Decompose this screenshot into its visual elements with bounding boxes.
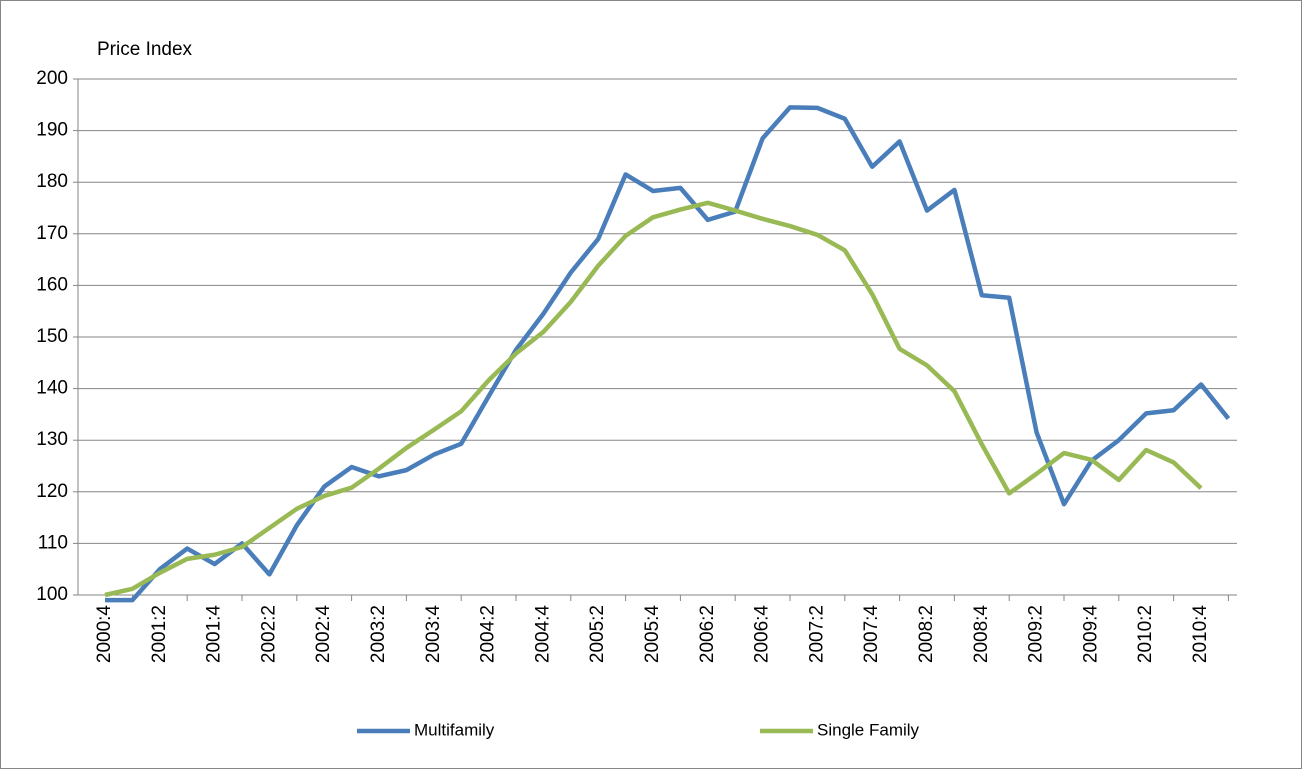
x-tick-label: 2004:2 <box>478 605 499 663</box>
x-tick-label: 2001:4 <box>204 605 225 664</box>
y-axis-title: Price Index <box>97 39 193 60</box>
legend-label: Multifamily <box>414 720 495 739</box>
x-tick-label: 2009:2 <box>1026 605 1047 663</box>
y-tick-label: 100 <box>36 584 68 605</box>
x-tick-label: 2007:2 <box>806 605 827 663</box>
series-line <box>104 200 1203 598</box>
x-tick-label: 2002:2 <box>258 605 279 663</box>
x-tick-label: 2003:2 <box>368 605 389 663</box>
y-tick-label: 190 <box>36 120 68 141</box>
series-line <box>105 105 1231 603</box>
x-tick-label: 2008:4 <box>971 605 992 664</box>
x-tick-label: 2004:4 <box>532 605 553 664</box>
x-tick-label: 2007:4 <box>861 605 882 664</box>
x-tick-label: 2009:4 <box>1080 605 1101 664</box>
x-tick-label: 2006:4 <box>752 605 773 664</box>
x-tick-label: 2005:2 <box>587 605 608 663</box>
y-tick-label: 120 <box>36 481 68 502</box>
x-tick-label: 2010:4 <box>1190 605 1211 664</box>
y-tick-label: 160 <box>36 274 68 295</box>
y-tick-label: 140 <box>36 378 68 399</box>
x-tick-label: 2003:4 <box>423 605 444 664</box>
grid: 100 110 120 130 140 150 160 170 180 190 200 2000:4 2… <box>36 68 1237 663</box>
y-tick-label: 170 <box>36 223 68 244</box>
legend: Multifamily Single Family <box>357 720 920 739</box>
y-tick-label: 130 <box>36 429 68 450</box>
x-tick-label: 2001:2 <box>149 605 170 663</box>
x-tick-label: 2005:4 <box>642 605 663 664</box>
x-tick-label: 2002:4 <box>313 605 334 664</box>
y-tick-label: 110 <box>38 532 68 553</box>
x-tick-label: 2000:4 <box>94 605 115 664</box>
y-tick-label: 150 <box>36 326 68 347</box>
x-tick-label: 2006:2 <box>697 605 718 663</box>
plot <box>104 105 1231 603</box>
legend-label: Single Family <box>817 720 920 739</box>
y-tick-label: 180 <box>36 171 68 192</box>
x-tick-label: 2008:2 <box>916 605 937 663</box>
y-tick-label: 200 <box>36 68 68 89</box>
x-tick-label: 2010:2 <box>1135 605 1156 663</box>
